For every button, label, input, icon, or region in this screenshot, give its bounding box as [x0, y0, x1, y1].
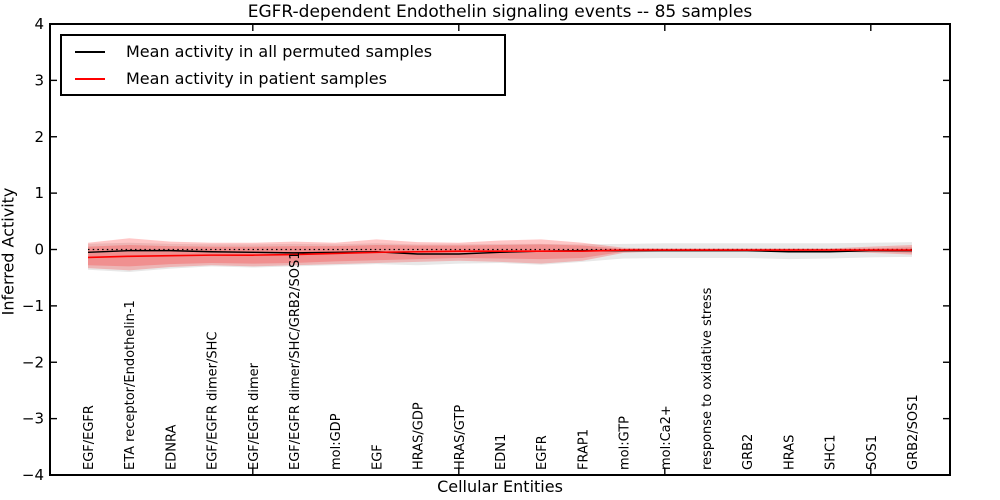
y-tick-label: 4 [34, 15, 44, 33]
x-tick-label: SHC1 [824, 435, 839, 470]
legend: Mean activity in all permuted samples Me… [60, 34, 506, 96]
x-tick-label: EGFR [535, 435, 550, 470]
x-tick-label: mol:Ca2+ [659, 405, 674, 470]
x-tick-label: EGF/EGFR dimer [247, 362, 262, 470]
x-tick-label: HRAS/GDP [412, 402, 427, 470]
y-tick-label: 0 [34, 241, 44, 259]
x-tick-label: ETA receptor/Endothelin-1 [123, 300, 138, 470]
permuted-mean-line [87, 249, 912, 255]
patient-mean-line [87, 249, 912, 259]
y-tick-label: 3 [34, 71, 44, 89]
legend-label-patient: Mean activity in patient samples [126, 69, 387, 88]
x-tick-label: FRAP1 [576, 429, 591, 470]
y-axis-label: Inferred Activity [0, 187, 18, 316]
y-tick-label: −3 [22, 410, 44, 428]
y-tick-label: −1 [22, 297, 44, 315]
x-tick-label: mol:GTP [618, 416, 633, 470]
x-axis-label: Cellular Entities [437, 477, 563, 496]
x-tick-label: EDNRA [164, 425, 179, 470]
x-tick-label: HRAS [782, 435, 797, 470]
patient-line-swatch [75, 77, 105, 80]
x-tick-label: EDN1 [494, 434, 509, 470]
x-tick-label: EGF [370, 444, 385, 470]
chart-title: EGFR-dependent Endothelin signaling even… [247, 2, 753, 22]
patient-range-outer-band [88, 238, 912, 271]
permuted-line-swatch [75, 50, 105, 53]
legend-label-permuted: Mean activity in all permuted samples [126, 42, 433, 61]
y-tick-label: −4 [22, 466, 44, 484]
x-tick-label: GRB2/SOS1 [906, 394, 921, 470]
x-tick-label: mol:GDP [329, 413, 344, 470]
y-tick-label: 2 [34, 128, 44, 146]
x-tick-label: GRB2 [741, 434, 756, 470]
x-tick-label: EGF/EGFR dimer/SHC/GRB2/SOS1 [288, 252, 303, 471]
x-tick-label: EGF/EGFR dimer/SHC [206, 332, 221, 470]
y-tick-label: 1 [34, 184, 44, 202]
x-tick-label: HRAS/GTP [453, 405, 468, 470]
x-tick-label: SOS1 [865, 435, 880, 470]
y-tick-label: −2 [22, 353, 44, 371]
x-tick-label: response to oxidative stress [700, 287, 715, 470]
legend-entry-patient: Mean activity in patient samples [62, 66, 504, 92]
legend-entry-permuted: Mean activity in all permuted samples [62, 39, 504, 65]
x-tick-label: EGF/EGFR [82, 405, 97, 470]
